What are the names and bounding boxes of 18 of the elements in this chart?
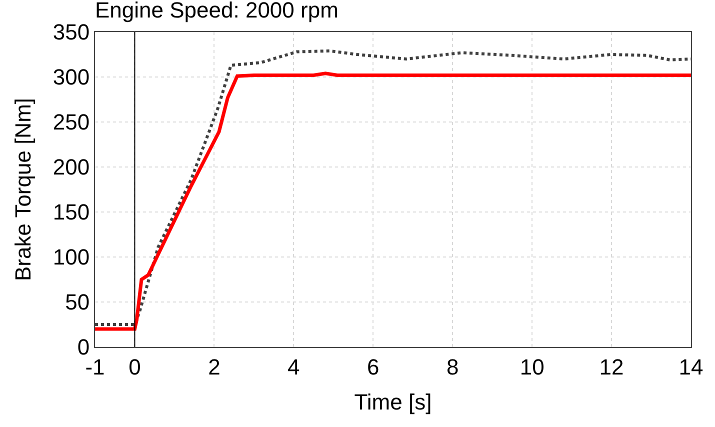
y-tick-label: 100 <box>52 244 90 270</box>
x-tick-label: 10 <box>520 354 544 380</box>
x-tick-label: 12 <box>599 354 624 380</box>
x-tick-label: 6 <box>367 354 380 380</box>
x-tick-label: 2 <box>208 354 220 380</box>
x-tick-label: 0 <box>128 354 141 380</box>
x-tick-label: 14 <box>678 354 704 380</box>
x-tick-label: 4 <box>288 354 300 380</box>
y-tick-label: 200 <box>52 154 90 180</box>
y-tick-label: 250 <box>52 110 90 135</box>
y-tick-label: 300 <box>52 64 90 90</box>
y-axis-title: Brake Torque [Nm] <box>10 98 36 282</box>
x-axis-title: Time [s] <box>354 389 432 414</box>
y-tick-label: 150 <box>52 200 90 225</box>
y-tick-label: 350 <box>52 20 90 45</box>
y-tick-label: 50 <box>65 290 90 315</box>
x-tick-label: 8 <box>446 354 459 380</box>
chart-title: Engine Speed: 2000 rpm <box>95 0 338 23</box>
